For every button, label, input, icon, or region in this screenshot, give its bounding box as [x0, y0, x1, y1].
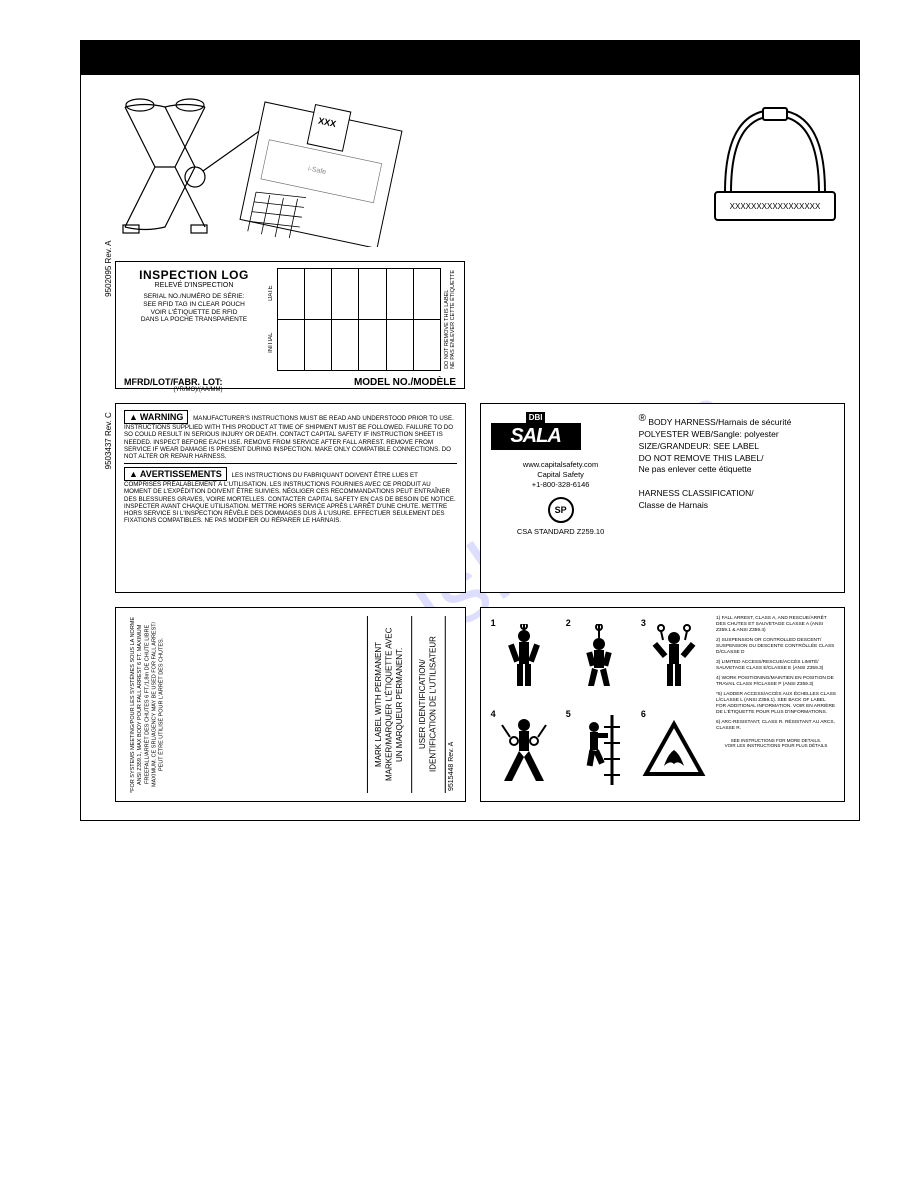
user-id-label: *FOR SYSTEMS MEETING/POUR LES SYSTÈMES S…	[115, 607, 466, 802]
inspection-subtitle: RELEVÉ D'INSPECTION	[124, 282, 264, 289]
warning-label: 9503437 Rev. C ▲WARNING MANUFACTURER'S I…	[115, 403, 466, 593]
pictogram-legend: 1) FALL ARREST, CLASS A, AND RESCUE/ARRÊ…	[716, 616, 836, 793]
picto-4: 4	[489, 707, 560, 794]
dring-svg: XXXXXXXXXXXXXXXXX	[705, 92, 845, 242]
warning-rev: 9503437 Rev. C	[104, 412, 113, 469]
userid-note: *FOR SYSTEMS MEETING/POUR LES SYSTÈMES S…	[124, 616, 172, 793]
picto-2: 2	[564, 616, 635, 703]
inspection-grid-table	[277, 268, 441, 371]
no-remove-text: DO NOT REMOVE THIS LABEL NE PAS ENLEVER …	[444, 268, 456, 371]
grid-row-labels: INITIAL DATE	[268, 268, 274, 371]
warning-brand-row: 9503437 Rev. C ▲WARNING MANUFACTURER'S I…	[95, 403, 845, 593]
brand-contact: www.capitalsafety.com Capital Safety +1-…	[491, 460, 631, 489]
model-label: MODEL NO./MODÈLE	[354, 377, 456, 393]
inspection-serial: SERIAL NO./NUMÉRO DE SÉRIE: SEE RFID TAG…	[124, 293, 264, 324]
mfrd-label: MFRD/LOT/FABR. LOT: (YR/MO)/(AA/MM)	[124, 377, 223, 393]
picto-3: 3	[639, 616, 710, 703]
diagram-row: XXX i-Safe	[95, 87, 845, 247]
brand-label: DBI SALA www.capitalsafety.com Capital S…	[480, 403, 845, 593]
document-page: XXX i-Safe	[80, 40, 860, 821]
pictogram-label: 1 2 3 4 5	[480, 607, 845, 802]
csa-block: SP CSA STANDARD Z259.10	[491, 497, 631, 536]
inspection-rev: 9502095 Rev. A	[104, 240, 113, 296]
warning-header-fr: ▲AVERTISSEMENTS	[124, 467, 227, 481]
inspection-title: INSPECTION LOG	[124, 268, 264, 282]
dring-text: XXXXXXXXXXXXXXXXX	[730, 202, 821, 211]
inspection-row: 9502095 Rev. A INSPECTION LOG RELEVÉ D'I…	[95, 261, 845, 389]
header-black-bar	[81, 41, 859, 75]
page-content: XXX i-Safe	[81, 75, 859, 820]
pictogram-grid: 1 2 3 4 5	[489, 616, 710, 793]
userid-blank	[172, 616, 368, 793]
dring-diagram: XXXXXXXXXXXXXXXXX	[489, 87, 845, 247]
csa-logo-icon: SP	[548, 497, 574, 523]
brand-logo: DBI SALA	[491, 412, 581, 456]
userid-rev: 9515448 Rev. A	[446, 616, 457, 793]
picto-1: 1	[489, 616, 560, 703]
userid-title: USER IDENTIFICATION/ IDENTIFICATION DE L…	[412, 616, 446, 793]
picto-5: 5	[564, 707, 635, 794]
harness-diagram: XXX i-Safe	[95, 87, 475, 247]
brand-info: ® BODY HARNESS/Harnais de sécurité POLYE…	[639, 412, 834, 584]
userid-mark: MARK LABEL WITH PERMANENT MARKER/MARQUER…	[368, 616, 412, 793]
warning-header-en: ▲WARNING	[124, 410, 188, 424]
inspection-log-label: 9502095 Rev. A INSPECTION LOG RELEVÉ D'I…	[115, 261, 465, 389]
harness-svg: XXX i-Safe	[95, 87, 475, 247]
picto-6: 6	[639, 707, 710, 794]
userid-picto-row: *FOR SYSTEMS MEETING/POUR LES SYSTÈMES S…	[95, 607, 845, 802]
